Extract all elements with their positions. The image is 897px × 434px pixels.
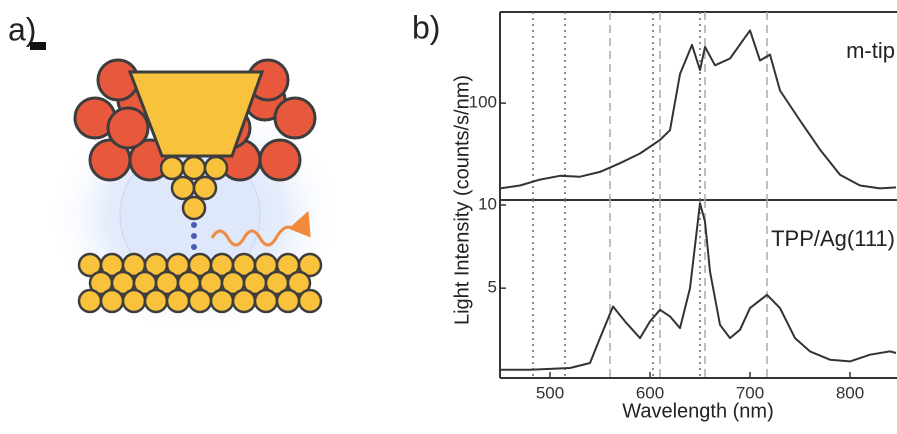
illustration	[45, 60, 345, 335]
substrate-atom	[255, 290, 277, 312]
y-tick-label: 10	[478, 194, 497, 213]
x-tick-label: 800	[836, 383, 864, 402]
substrate-atom	[167, 290, 189, 312]
x-axis-label: Wavelength (nm)	[622, 400, 774, 422]
y-axis-label: Light Intensity (counts/s/nm)	[451, 75, 473, 325]
dot	[191, 222, 197, 228]
tip-atom	[194, 177, 216, 199]
substrate-atom	[123, 290, 145, 312]
y-tick-label: 5	[488, 278, 497, 297]
tip-atom	[172, 177, 194, 199]
substrate-atom	[233, 290, 255, 312]
dot	[191, 233, 197, 239]
substrate-atom	[79, 290, 101, 312]
atom	[275, 98, 315, 138]
atom	[108, 108, 148, 148]
panel-label: TPP/Ag(111)	[771, 226, 895, 251]
tip-atom	[183, 157, 205, 179]
tip-atom	[183, 197, 205, 219]
panel-label: m-tip	[846, 38, 895, 63]
substrate-atom	[211, 290, 233, 312]
line-series	[500, 30, 896, 188]
tip-atom	[161, 157, 183, 179]
y-tick-label: 100	[469, 93, 497, 112]
dot	[191, 244, 197, 250]
substrate-atom	[299, 290, 321, 312]
x-tick-label: 500	[536, 383, 564, 402]
substrate-atom	[189, 290, 211, 312]
substrate-atom	[145, 290, 167, 312]
atom	[260, 140, 300, 180]
tip-atom	[205, 157, 227, 179]
label-mark	[30, 42, 46, 50]
panel-label: b)	[412, 9, 440, 45]
figure: a) b) Light Intensity (counts/s/nm) 100m…	[0, 0, 897, 434]
substrate-atom	[101, 290, 123, 312]
substrate-atom	[277, 290, 299, 312]
